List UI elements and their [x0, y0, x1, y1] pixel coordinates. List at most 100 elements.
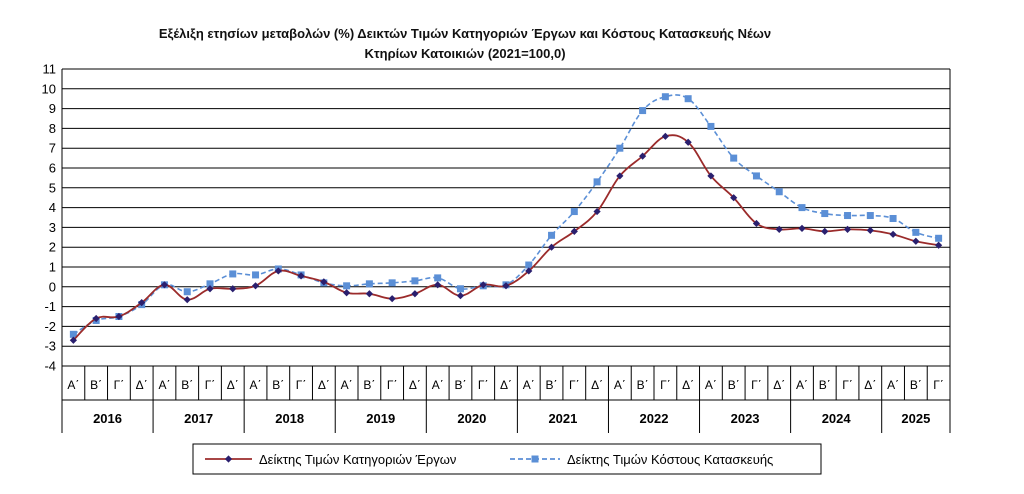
data-point	[775, 188, 783, 196]
quarter-label: Δ΄	[591, 378, 603, 392]
quarter-label: Δ΄	[682, 378, 694, 392]
data-point	[935, 234, 943, 242]
quarter-label: Β΄	[728, 378, 740, 392]
data-point	[752, 219, 761, 228]
data-point	[661, 132, 669, 140]
year-label: 2024	[822, 411, 852, 426]
year-label: 2022	[640, 411, 669, 426]
data-point	[229, 270, 237, 278]
data-point	[69, 330, 77, 338]
quarter-label: Β΄	[363, 378, 375, 392]
data-point	[502, 282, 510, 290]
quarter-label: Δ΄	[136, 378, 148, 392]
data-point	[206, 280, 214, 288]
year-label: 2019	[366, 411, 395, 426]
y-tick-label: 2	[49, 240, 56, 255]
data-point	[866, 212, 874, 220]
quarter-label: Γ΄	[660, 378, 671, 392]
data-point	[639, 107, 647, 115]
legend-label: Δείκτης Τιμών Κατηγοριών Έργων	[259, 452, 456, 467]
data-point	[821, 227, 829, 235]
data-point	[92, 314, 100, 323]
quarter-label: Γ΄	[205, 378, 216, 392]
quarter-label: Β΄	[454, 378, 466, 392]
data-point	[707, 172, 715, 180]
quarter-label: Β΄	[819, 378, 831, 392]
data-point	[889, 230, 897, 238]
quarter-label: Γ΄	[478, 378, 489, 392]
y-tick-label: -1	[44, 299, 56, 314]
quarter-label: Α΄	[432, 378, 444, 392]
year-label: 2017	[184, 411, 213, 426]
data-point	[115, 312, 123, 321]
data-point	[798, 224, 806, 232]
data-point	[206, 285, 214, 293]
y-tick-label: 6	[49, 161, 56, 176]
y-tick-label: 8	[49, 121, 56, 136]
quarter-label: Δ΄	[318, 378, 330, 392]
quarter-label: Γ΄	[387, 378, 398, 392]
data-point	[434, 274, 442, 282]
series-1	[69, 93, 943, 338]
data-point	[866, 226, 874, 234]
quarter-label: Γ΄	[296, 378, 307, 392]
grid-lines	[62, 68, 950, 367]
data-point	[183, 288, 191, 296]
quarter-label: Δ΄	[864, 378, 876, 392]
series-line-0	[72, 134, 939, 341]
data-point	[570, 227, 578, 235]
quarter-label: Α΄	[796, 378, 808, 392]
quarter-label: Α΄	[614, 378, 626, 392]
y-tick-label: 5	[49, 180, 56, 195]
y-tick-label: -3	[44, 339, 56, 354]
legend-box	[192, 443, 822, 475]
data-point	[411, 290, 419, 298]
y-tick-label: -4	[44, 359, 56, 374]
data-point	[684, 95, 692, 103]
y-tick-label: 0	[49, 279, 56, 294]
quarter-label: Β΄	[272, 378, 284, 392]
data-point	[365, 290, 373, 298]
data-point	[844, 212, 852, 220]
legend-marker	[224, 455, 233, 463]
data-point	[684, 138, 692, 146]
quarter-label: Β΄	[181, 378, 193, 392]
quarter-label: Δ΄	[500, 378, 512, 392]
year-label: 2020	[457, 411, 486, 426]
quarter-label: Α΄	[158, 378, 170, 392]
data-point	[730, 194, 738, 202]
data-point	[365, 280, 373, 288]
data-point	[798, 204, 806, 212]
data-point	[616, 144, 624, 152]
legend-label: Δείκτης Τιμών Κόστους Κατασκευής	[567, 452, 773, 467]
y-tick-label: 10	[42, 81, 56, 96]
data-point	[388, 279, 396, 287]
data-point	[775, 225, 783, 233]
quarter-label: Β΄	[90, 378, 102, 392]
quarter-label: Α΄	[705, 378, 717, 392]
series-layer	[69, 93, 943, 344]
data-point	[935, 241, 943, 249]
data-point	[548, 231, 556, 239]
y-tick-label: -2	[44, 319, 56, 334]
y-tick-label: 11	[43, 62, 57, 77]
quarter-label: Δ΄	[409, 378, 421, 392]
y-tick-label: 1	[49, 260, 56, 275]
y-tick-label: 4	[49, 200, 56, 215]
quarter-label: Δ΄	[773, 378, 785, 392]
legend-marker	[531, 455, 539, 463]
data-point	[843, 225, 852, 233]
data-point	[138, 299, 146, 307]
data-point	[570, 208, 578, 216]
quarter-label: Β΄	[910, 378, 922, 392]
quarter-label: Γ΄	[114, 378, 125, 392]
data-point	[183, 296, 191, 304]
y-tick-label: 7	[49, 141, 56, 156]
quarter-label: Α΄	[341, 378, 353, 392]
series-0	[69, 132, 943, 344]
quarter-label: Β΄	[546, 378, 558, 392]
data-point	[547, 243, 556, 251]
quarter-label: Α΄	[887, 378, 899, 392]
